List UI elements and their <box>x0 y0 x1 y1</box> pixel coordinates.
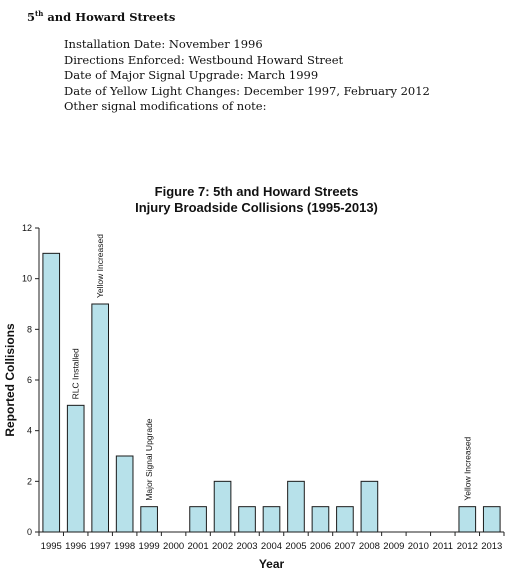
signal-info-block: Installation Date: November 1996 Directi… <box>64 37 430 115</box>
x-tick-label: 2013 <box>481 541 502 552</box>
bar-2007 <box>336 506 354 533</box>
x-tick-label: 1999 <box>139 541 160 552</box>
y-tick-label: 12 <box>22 223 32 233</box>
bar-2013 <box>482 506 501 533</box>
x-tick-label: 1998 <box>114 541 135 552</box>
bar-1995 <box>42 252 61 533</box>
bar-1996 <box>66 404 85 533</box>
bar-2002 <box>213 480 232 533</box>
bar-1997 <box>91 303 110 533</box>
bar-1998 <box>115 455 134 533</box>
x-tick-label: 2005 <box>285 541 306 552</box>
bar-2008 <box>360 480 379 533</box>
bar-2004 <box>262 506 281 533</box>
y-tick-label: 0 <box>27 527 32 537</box>
x-tick-label: 2004 <box>261 541 282 552</box>
y-tick-label: 6 <box>27 375 32 385</box>
annotation-1996: RLC Installed <box>71 348 81 399</box>
chart-title: Figure 7: 5th and Howard Streets <box>154 184 359 199</box>
x-tick-label: 2009 <box>383 541 404 552</box>
bar-2005 <box>287 480 305 533</box>
x-axis-title: Year <box>259 557 285 571</box>
bar-1999 <box>140 506 158 533</box>
annotation-2012: Yellow Increased <box>462 436 472 500</box>
heading-ordinal: th <box>35 9 44 18</box>
annotation-1997: Yellow Increased <box>95 234 105 298</box>
x-tick-label: 2010 <box>408 541 429 552</box>
x-tick-label: 1997 <box>90 541 111 552</box>
x-tick-label: 2006 <box>310 541 331 552</box>
page-heading: 5th and Howard Streets <box>27 9 175 24</box>
x-tick-label: 2001 <box>188 541 209 552</box>
bar-2012 <box>458 506 477 533</box>
directions-enforced-line: Directions Enforced: Westbound Howard St… <box>64 52 344 67</box>
y-axis-title: Reported Collisions <box>3 323 17 437</box>
y-tick-label: 4 <box>27 426 32 436</box>
x-tick-label: 2008 <box>359 541 380 552</box>
x-tick-label: 2002 <box>212 541 233 552</box>
bar-2003 <box>238 506 256 533</box>
chart-subtitle: Injury Broadside Collisions (1995-2013) <box>135 200 378 215</box>
x-tick-label: 2003 <box>236 541 257 552</box>
x-tick-label: 1995 <box>41 541 62 552</box>
bar-2001 <box>189 506 207 533</box>
heading-text: and Howard Streets <box>43 9 176 24</box>
y-tick-label: 2 <box>27 476 32 486</box>
signal-upgrade-line: Date of Major Signal Upgrade: March 1999 <box>64 68 319 82</box>
other-modifications-line: Other signal modifications of note: <box>64 99 267 113</box>
annotation-1999: Major Signal Upgrade <box>144 418 154 500</box>
x-tick-label: 1996 <box>65 541 86 552</box>
y-tick-label: 8 <box>27 324 32 334</box>
heading-number: 5 <box>27 9 36 24</box>
y-tick-label: 10 <box>22 274 32 284</box>
x-tick-label: 2000 <box>163 541 184 552</box>
x-tick-label: 2007 <box>334 541 355 552</box>
yellow-changes-line: Date of Yellow Light Changes: December 1… <box>64 83 430 98</box>
x-tick-label: 2011 <box>433 541 453 552</box>
bar-2006 <box>311 506 330 533</box>
installation-date-line: Installation Date: November 1996 <box>64 37 263 51</box>
x-tick-label: 2012 <box>457 541 478 552</box>
